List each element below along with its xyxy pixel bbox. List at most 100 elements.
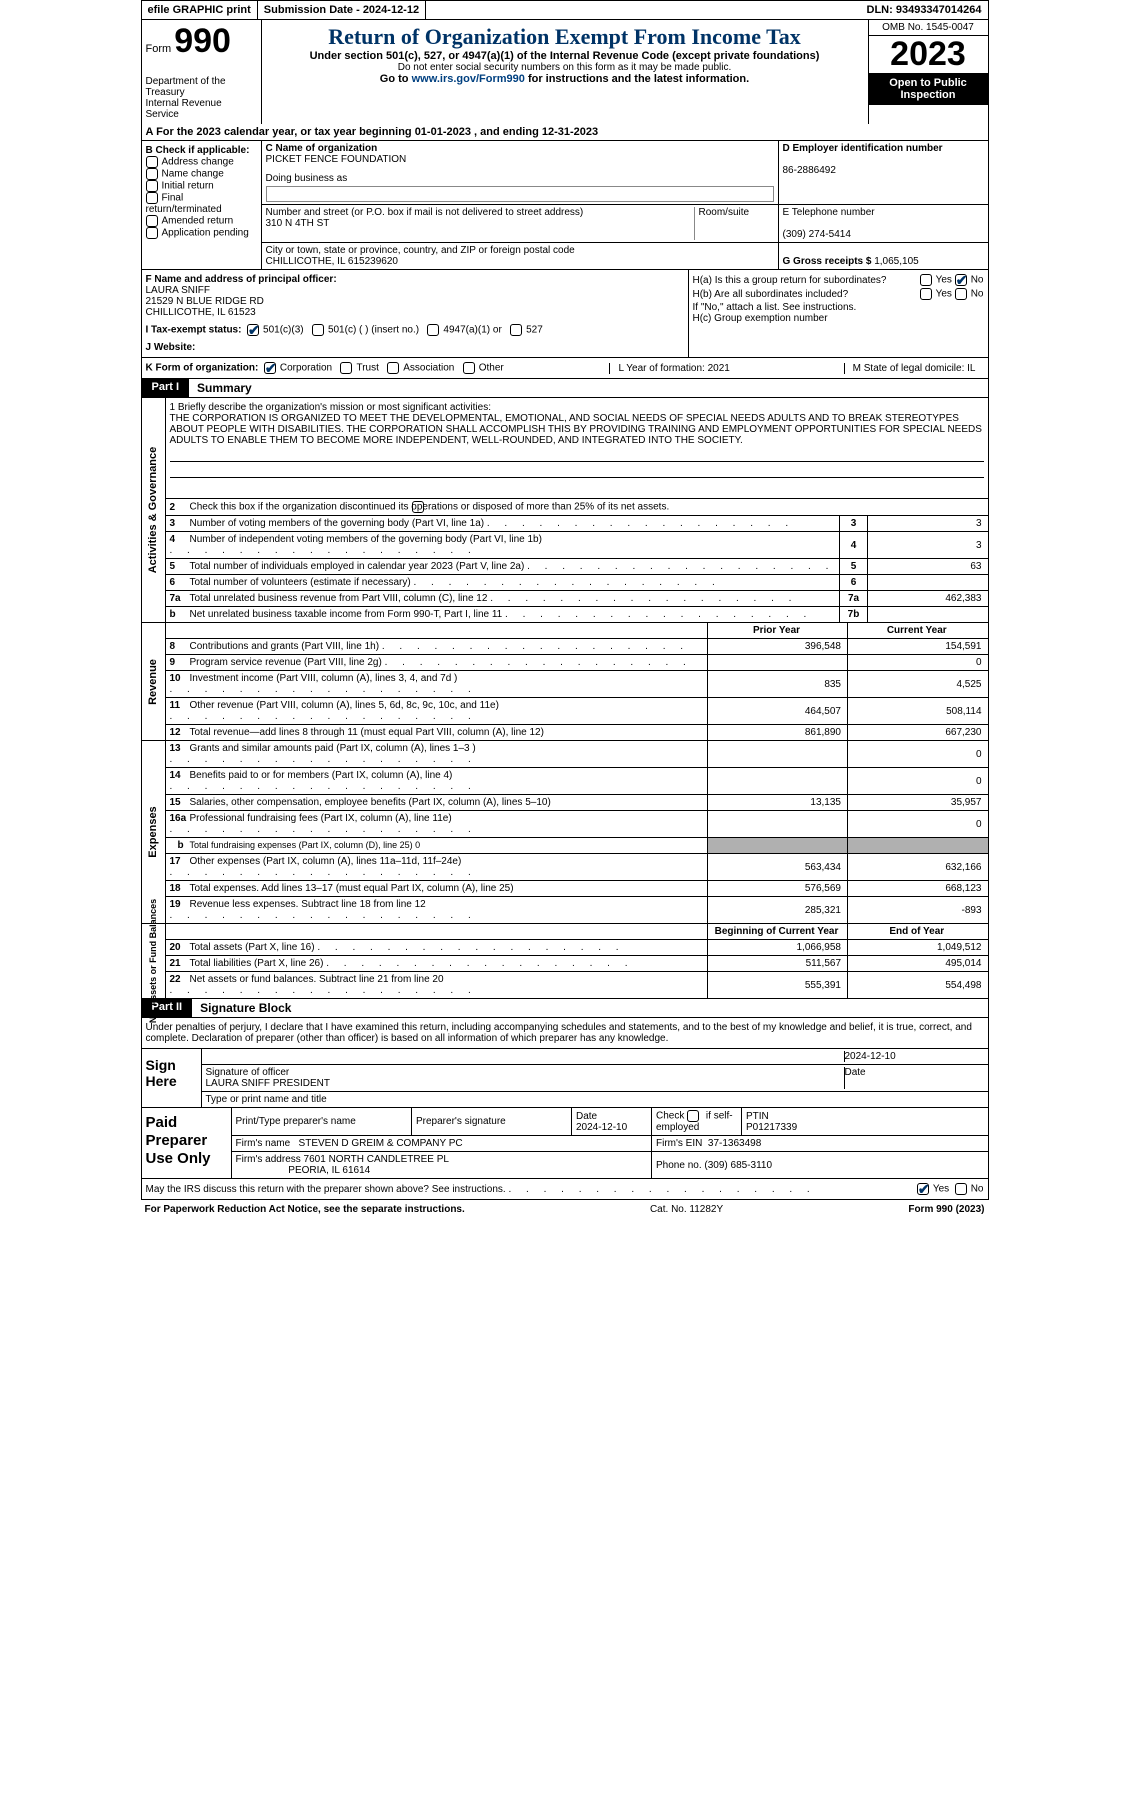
prep-h5: PTIN	[746, 1111, 769, 1122]
cb-501c[interactable]	[312, 324, 324, 336]
cb-amended-return[interactable]	[146, 215, 158, 227]
k-opt-3: Other	[479, 363, 504, 374]
exp-14-cy: 0	[848, 768, 988, 795]
cb-hb-no[interactable]	[955, 288, 967, 300]
d-ein-label: D Employer identification number	[783, 143, 943, 154]
k-opt-2: Association	[403, 363, 454, 374]
line4-num: 4	[840, 532, 868, 559]
cb-trust[interactable]	[340, 362, 352, 374]
i-label: I Tax-exempt status:	[146, 325, 242, 336]
exp-18-text: Total expenses. Add lines 13–17 (must eq…	[190, 883, 514, 894]
prep-h4a: Check	[656, 1111, 684, 1122]
cb-other[interactable]	[463, 362, 475, 374]
ha-label: H(a) Is this a group return for subordin…	[693, 275, 920, 286]
hdr-end-year: End of Year	[848, 924, 988, 940]
cb-final-return[interactable]	[146, 192, 158, 204]
cb-app-pending[interactable]	[146, 227, 158, 239]
phone-value: (309) 274-5414	[783, 229, 851, 240]
exp-17-py: 563,434	[708, 854, 848, 881]
line7a-val: 462,383	[868, 591, 988, 607]
ha-yes: Yes	[936, 275, 952, 286]
line7a-text: Total unrelated business revenue from Pa…	[190, 593, 488, 604]
cb-self-employed[interactable]	[687, 1110, 699, 1122]
discuss-text: May the IRS discuss this return with the…	[146, 1184, 506, 1195]
efile-label: efile GRAPHIC print	[142, 1, 258, 19]
exp-15-py: 13,135	[708, 795, 848, 811]
hc-label: H(c) Group exemption number	[693, 313, 984, 324]
cb-name-change[interactable]	[146, 168, 158, 180]
hb-note: If "No," attach a list. See instructions…	[693, 302, 984, 313]
discuss-yes: Yes	[933, 1184, 949, 1195]
b-item-2: Initial return	[162, 181, 214, 192]
type-print-label: Type or print name and title	[202, 1092, 988, 1107]
cb-line2[interactable]	[412, 501, 424, 513]
street-value: 310 N 4TH ST	[266, 218, 330, 229]
exp-18-py: 576,569	[708, 881, 848, 897]
rev-8-text: Contributions and grants (Part VIII, lin…	[190, 641, 380, 652]
org-name: PICKET FENCE FOUNDATION	[266, 154, 407, 165]
paid-preparer-label: Paid Preparer Use Only	[142, 1108, 232, 1178]
exp-18-cy: 668,123	[848, 881, 988, 897]
exp-13-cy: 0	[848, 741, 988, 768]
cb-address-change[interactable]	[146, 156, 158, 168]
b-item-0: Address change	[162, 157, 234, 168]
firm-addr2: PEORIA, IL 61614	[288, 1165, 370, 1176]
cb-527[interactable]	[510, 324, 522, 336]
cb-corp[interactable]	[264, 362, 276, 374]
cb-hb-yes[interactable]	[920, 288, 932, 300]
sign-date-hdr: Date	[844, 1067, 984, 1089]
sig-of-officer-label: Signature of officer	[206, 1067, 290, 1078]
exp-19-text: Revenue less expenses. Subtract line 18 …	[190, 899, 426, 910]
cb-assoc[interactable]	[387, 362, 399, 374]
city-label: City or town, state or province, country…	[266, 245, 575, 256]
exp-15-cy: 35,957	[848, 795, 988, 811]
hdr-beg-year: Beginning of Current Year	[708, 924, 848, 940]
i-opt2: 501(c) ( ) (insert no.)	[328, 325, 419, 336]
sign-here-label: Sign Here	[142, 1049, 202, 1107]
b-item-1: Name change	[162, 169, 224, 180]
e-phone-label: E Telephone number	[783, 207, 875, 218]
cb-501c3[interactable]	[247, 324, 259, 336]
tax-year: 2023	[869, 36, 988, 73]
firm-name-label: Firm's name	[236, 1138, 291, 1149]
net-21-cy: 495,014	[848, 956, 988, 972]
exp-17-text: Other expenses (Part IX, column (A), lin…	[190, 856, 462, 867]
rev-11-py: 464,507	[708, 698, 848, 725]
cb-discuss-no[interactable]	[955, 1183, 967, 1195]
hb-yes: Yes	[936, 289, 952, 300]
line7a-num: 7a	[840, 591, 868, 607]
rot-exp: Expenses	[142, 741, 166, 923]
exp-16b-cy	[848, 838, 988, 854]
line4-text: Number of independent voting members of …	[190, 534, 542, 545]
line-a-tax-year: A For the 2023 calendar year, or tax yea…	[141, 124, 989, 141]
irs-link[interactable]: www.irs.gov/Form990	[412, 73, 525, 85]
rev-12-py: 861,890	[708, 725, 848, 741]
officer-name: LAURA SNIFF	[146, 285, 684, 296]
c-name-label: C Name of organization	[266, 143, 378, 154]
cb-ha-no[interactable]	[955, 274, 967, 286]
prep-h3: Date	[576, 1111, 597, 1122]
cb-ha-yes[interactable]	[920, 274, 932, 286]
b-item-5: Application pending	[162, 228, 249, 239]
goto-suffix: for instructions and the latest informat…	[528, 73, 749, 85]
prep-h2: Preparer's signature	[412, 1108, 572, 1136]
firm-addr1: 7601 NORTH CANDLETREE PL	[304, 1154, 449, 1165]
hb-no: No	[971, 289, 984, 300]
line6-num: 6	[840, 575, 868, 591]
room-label: Room/suite	[699, 207, 750, 218]
cb-discuss-yes[interactable]	[917, 1183, 929, 1195]
firm-ein-label: Firm's EIN	[656, 1138, 702, 1149]
cb-4947[interactable]	[427, 324, 439, 336]
line6-text: Total number of volunteers (estimate if …	[190, 577, 411, 588]
form-number: 990	[174, 22, 231, 60]
street-label: Number and street (or P.O. box if mail i…	[266, 207, 584, 218]
dba-label: Doing business as	[266, 173, 774, 184]
cb-initial-return[interactable]	[146, 180, 158, 192]
exp-13-py	[708, 741, 848, 768]
i-opt4: 527	[526, 325, 543, 336]
dept-label: Department of the Treasury Internal Reve…	[146, 76, 257, 120]
exp-16a-text: Professional fundraising fees (Part IX, …	[190, 813, 452, 824]
goto-prefix: Go to	[380, 73, 412, 85]
net-21-text: Total liabilities (Part X, line 26)	[190, 958, 324, 969]
rev-10-text: Investment income (Part VIII, column (A)…	[190, 673, 458, 684]
